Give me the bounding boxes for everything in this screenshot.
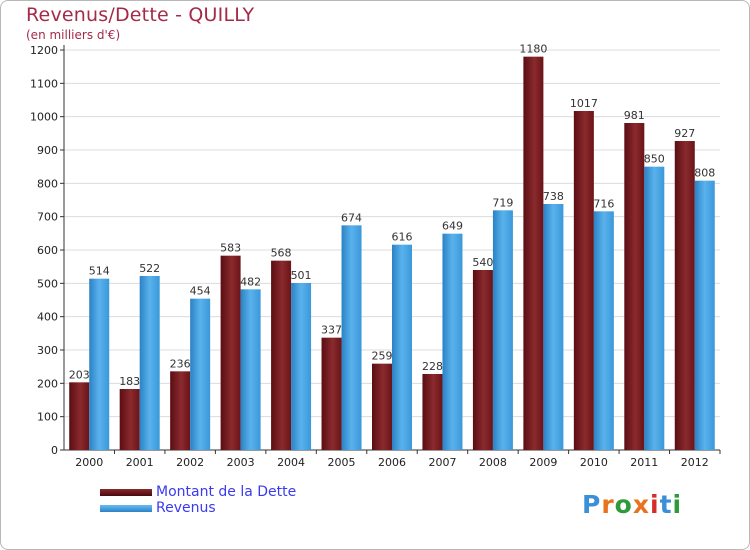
x-tick-label: 2003 [227,456,255,469]
bar-revenus [139,276,160,450]
y-tick-label: 200 [37,377,58,390]
data-label: 616 [392,231,413,244]
bar-dette [372,363,392,450]
bar-dette [271,260,292,450]
bar-dette [422,374,443,450]
bar-revenus [392,244,412,450]
data-label: 501 [291,269,312,282]
data-label: 674 [341,211,362,224]
data-label: 981 [624,109,645,122]
data-label: 738 [543,190,564,203]
bar-revenus [442,233,463,450]
data-label: 1017 [570,97,598,110]
y-tick-label: 100 [37,411,58,424]
bar-dette [170,371,191,450]
bar-revenus [291,283,312,450]
bar-dette [472,270,493,450]
bar-revenus [593,211,614,450]
bar-revenus [190,298,211,450]
data-label: 568 [271,247,292,260]
data-label: 1180 [519,43,547,56]
data-label: 649 [442,220,463,233]
x-tick-label: 2010 [580,456,608,469]
data-label: 454 [190,285,211,298]
y-tick-label: 1100 [30,77,58,90]
data-label: 203 [69,368,90,381]
x-tick-label: 2008 [479,456,507,469]
x-tick-label: 2000 [75,456,103,469]
bar-dette [69,382,90,450]
axes: 0 100 200 300 400 500 600 700 800 900 1000 1100 1200… [30,44,721,469]
bar-revenus [543,204,564,450]
chart-title: Revenus/Dette - QUILLY [26,4,255,26]
logo-letter: r [601,490,615,519]
bar-revenus [89,278,110,450]
data-label: 482 [240,275,261,288]
legend-label-revenus: Revenus [156,500,216,516]
y-tick-label: 900 [37,144,58,157]
data-label: 808 [694,167,715,180]
data-label: 719 [492,196,513,209]
x-tick-label: 2004 [277,456,305,469]
data-label: 540 [472,256,493,269]
x-tick-label: 2006 [378,456,406,469]
x-tick-label: 2011 [630,456,658,469]
legend-label-debt: Montant de la Dette [156,484,297,500]
logo-letter: P [582,490,602,519]
bar-revenus [644,166,665,450]
bar-dette [321,337,342,450]
x-tick-label: 2012 [681,456,709,469]
bar-dette [573,111,594,450]
y-tick-label: 1200 [30,44,58,57]
logo-letter: i [650,490,660,519]
logo-letter: t [659,490,673,519]
data-label: 716 [593,197,614,210]
y-tick-label: 400 [37,311,58,324]
bar-dette [119,389,140,450]
bar-revenus [341,225,362,450]
data-label: 514 [89,265,110,278]
bar-dette [220,255,241,450]
y-tick-label: 800 [37,177,58,190]
x-tick-label: 2002 [176,456,204,469]
bar-dette [674,141,695,450]
y-tick-label: 500 [37,277,58,290]
x-tick-label: 2001 [126,456,154,469]
data-label: 337 [321,324,342,337]
chart-subtitle: (en milliers d'€) [26,28,121,42]
data-label: 522 [139,262,160,275]
bar-revenus [492,210,513,450]
data-label: 259 [372,350,393,363]
data-label: 228 [422,360,443,373]
legend-swatch-revenus [100,505,152,512]
data-label: 583 [220,242,241,255]
x-tick-label: 2005 [328,456,356,469]
data-labels: 203 514 183 522 236 454 583 482 568 501 337 674 259 6… [69,43,716,388]
x-tick-label: 2009 [529,456,557,469]
logo-letter: o [614,490,633,519]
bar-revenus [240,289,261,450]
bars [69,56,715,451]
data-label: 927 [674,127,695,140]
legend-swatch-debt [100,489,152,496]
y-tick-label: 600 [37,244,58,257]
y-tick-label: 0 [51,444,58,457]
y-tick-label: 700 [37,211,58,224]
logo-letter: x [632,490,650,519]
logo-letter: i [672,490,683,519]
data-label: 850 [644,153,665,166]
data-label: 236 [170,357,191,370]
bar-dette [523,56,544,451]
data-label: 183 [119,375,140,388]
y-tick-label: 300 [37,344,58,357]
y-tick-label: 1000 [30,111,58,124]
x-tick-label: 2007 [428,456,456,469]
proxiti-logo: Proxiti [582,490,682,519]
bar-revenus [694,180,715,450]
bar-dette [624,123,645,450]
